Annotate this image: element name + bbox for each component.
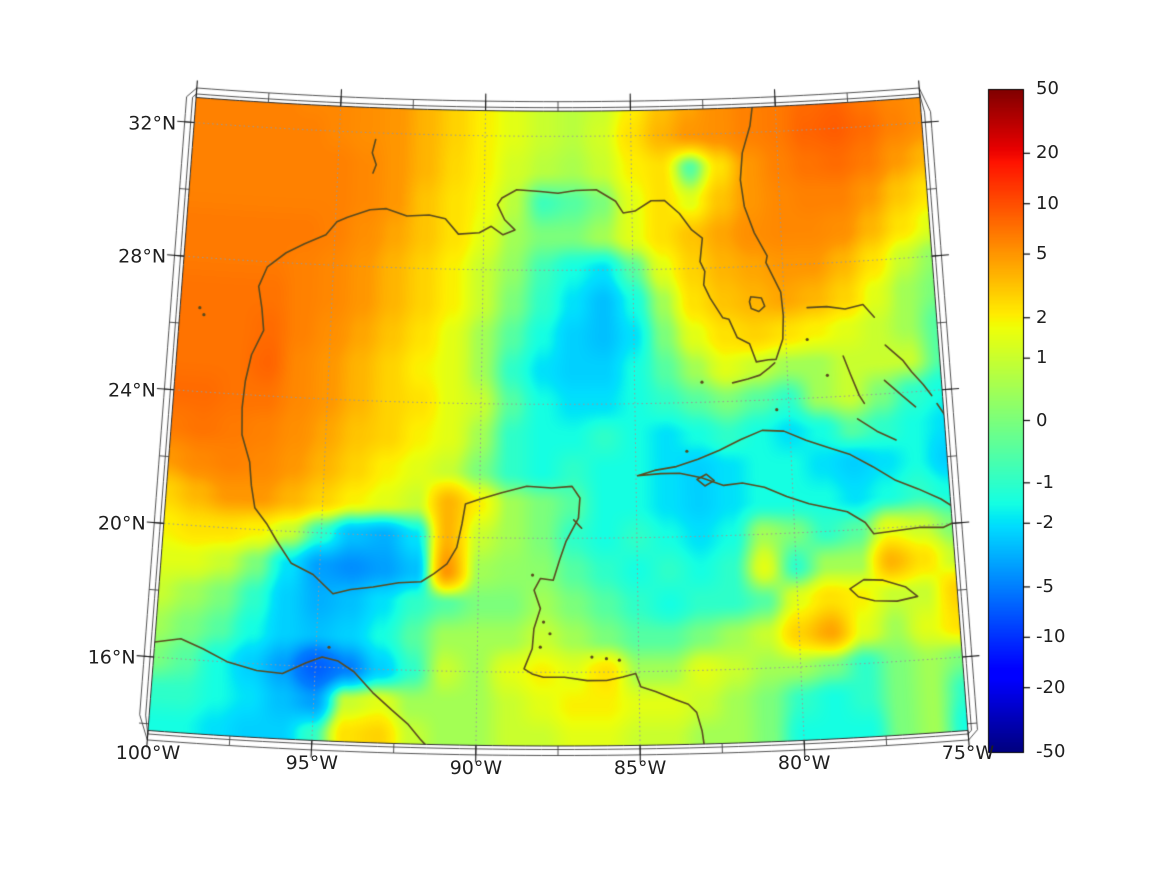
colorbar-tick-label: 5 bbox=[1036, 243, 1048, 265]
y-tick-label: 24°N bbox=[108, 379, 156, 402]
x-tick-label: 90°W bbox=[449, 757, 503, 780]
y-tick-label: 32°N bbox=[128, 112, 177, 134]
colorbar-tick-label: -5 bbox=[1036, 575, 1054, 597]
y-tick-label: 28°N bbox=[118, 245, 167, 268]
y-tick-label: 16°N bbox=[87, 646, 136, 669]
colorbar-tick-label: -1 bbox=[1036, 471, 1054, 493]
colorbar-tick-label: -20 bbox=[1036, 676, 1066, 698]
y-tick-label: 20°N bbox=[97, 512, 146, 535]
x-tick-label: 80°W bbox=[777, 752, 831, 775]
colorbar-tick-label: -2 bbox=[1036, 512, 1054, 534]
colorbar-tick-label: -50 bbox=[1036, 741, 1066, 762]
colorbar-tick-label: 10 bbox=[1036, 192, 1059, 214]
colorbar-tick-label: 1 bbox=[1036, 347, 1048, 369]
colorbar-tick-label: 0 bbox=[1036, 409, 1048, 431]
x-tick-label: 95°W bbox=[285, 752, 339, 775]
colorbar-tick-label: 50 bbox=[1036, 78, 1059, 99]
x-tick-label: 75°W bbox=[941, 742, 995, 765]
x-tick-label: 85°W bbox=[613, 757, 667, 780]
x-tick-label: 100°W bbox=[115, 742, 181, 765]
colorbar-tick-label: -10 bbox=[1036, 626, 1066, 648]
colorbar-tick-label: 20 bbox=[1036, 142, 1059, 164]
colorbar-tick-label: 2 bbox=[1036, 306, 1048, 328]
